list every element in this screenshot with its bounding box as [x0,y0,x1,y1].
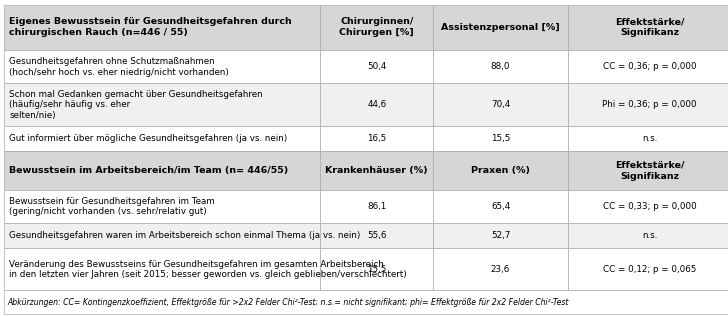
Text: 86,1: 86,1 [367,202,387,211]
Bar [320,126,433,151]
Text: Chirurginnen/
Chirurgen [%]: Chirurginnen/ Chirurgen [%] [339,17,414,37]
Text: CC = 0,33; p = 0,000: CC = 0,33; p = 0,000 [603,202,697,211]
Bar [4,126,320,151]
Bar [433,190,568,223]
Bar [568,126,728,151]
Bar [568,223,728,248]
Bar [4,290,728,314]
Text: Bewusstsein im Arbeitsbereich/im Team (n= 446/55): Bewusstsein im Arbeitsbereich/im Team (n… [9,166,289,175]
Text: 15,5: 15,5 [367,265,387,274]
Text: CC = 0,12; p = 0,065: CC = 0,12; p = 0,065 [603,265,697,274]
Text: 15,5: 15,5 [491,134,510,143]
Text: n.s.: n.s. [642,134,657,143]
Text: 44,6: 44,6 [367,100,387,109]
Text: 65,4: 65,4 [491,202,510,211]
Bar [433,5,568,50]
Bar [4,248,320,290]
Bar [320,5,433,50]
Text: Effektstärke/
Signifikanz: Effektstärke/ Signifikanz [615,161,684,180]
Text: n.s.: n.s. [642,231,657,240]
Bar [568,190,728,223]
Bar [320,151,433,190]
Bar [568,5,728,50]
Bar [4,223,320,248]
Bar [320,248,433,290]
Text: Abkürzungen: CC= Kontingenzkoeffizient, Effektgröße für >2x2 Felder Chi²-Test; n: Abkürzungen: CC= Kontingenzkoeffizient, … [7,298,569,307]
Bar [433,126,568,151]
Text: 55,6: 55,6 [367,231,387,240]
Bar [4,190,320,223]
Text: Phi = 0,36; p = 0,000: Phi = 0,36; p = 0,000 [603,100,697,109]
Text: 50,4: 50,4 [367,62,387,71]
Text: 70,4: 70,4 [491,100,510,109]
Text: Bewusstsein für Gesundheitsgefahren im Team
(gering/nicht vorhanden (vs. sehr/re: Bewusstsein für Gesundheitsgefahren im T… [9,197,215,216]
Bar [433,83,568,126]
Bar [568,50,728,83]
Bar [433,223,568,248]
Bar [4,5,320,50]
Bar [568,83,728,126]
Text: Gesundheitsgefahren ohne Schutzmaßnahmen
(hoch/sehr hoch vs. eher niedrig/nicht : Gesundheitsgefahren ohne Schutzmaßnahmen… [9,57,229,76]
Text: Eigenes Bewusstsein für Gesundheitsgefahren durch
chirurgischen Rauch (n=446 / 5: Eigenes Bewusstsein für Gesundheitsgefah… [9,17,292,37]
Text: Schon mal Gedanken gemacht über Gesundheitsgefahren
(häufig/sehr häufig vs. eher: Schon mal Gedanken gemacht über Gesundhe… [9,90,263,120]
Bar [433,151,568,190]
Text: 16,5: 16,5 [367,134,387,143]
Bar [4,50,320,83]
Text: CC = 0,36; p = 0,000: CC = 0,36; p = 0,000 [603,62,697,71]
Bar [4,151,320,190]
Bar [568,151,728,190]
Bar [320,50,433,83]
Text: Gesundheitsgefahren waren im Arbeitsbereich schon einmal Thema (ja vs. nein): Gesundheitsgefahren waren im Arbeitsbere… [9,231,361,240]
Text: Krankenhäuser (%): Krankenhäuser (%) [325,166,428,175]
Text: 23,6: 23,6 [491,265,510,274]
Text: Praxen (%): Praxen (%) [471,166,530,175]
Text: Assistenzpersonal [%]: Assistenzpersonal [%] [441,23,560,32]
Bar [4,83,320,126]
Bar [433,248,568,290]
Text: 52,7: 52,7 [491,231,510,240]
Bar [320,83,433,126]
Text: Veränderung des Bewusstseins für Gesundheitsgefahren im gesamten Arbeitsbereich
: Veränderung des Bewusstseins für Gesundh… [9,259,407,279]
Text: Gut informiert über mögliche Gesundheitsgefahren (ja vs. nein): Gut informiert über mögliche Gesundheits… [9,134,288,143]
Bar [433,50,568,83]
Text: 88,0: 88,0 [491,62,510,71]
Text: Effektstärke/
Signifikanz: Effektstärke/ Signifikanz [615,17,684,37]
Bar [320,190,433,223]
Bar [568,248,728,290]
Bar [320,223,433,248]
